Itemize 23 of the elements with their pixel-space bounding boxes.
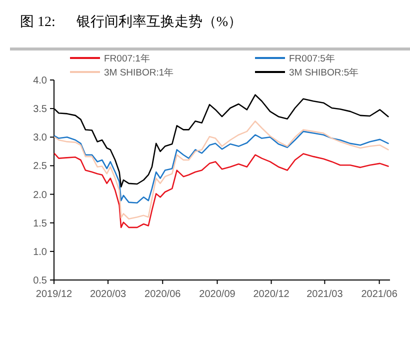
x-tick-label: 2020/09 — [199, 289, 236, 300]
y-tick-label: 4.0 — [33, 76, 48, 86]
y-tick-label: 0.5 — [33, 276, 48, 286]
chart-title: 图 12: 银行间利率互换走势（%） — [20, 14, 242, 30]
line-series — [54, 130, 389, 204]
x-tick-label: 2020/06 — [144, 289, 182, 300]
legend-label: 3M SHIBOR:5年 — [289, 66, 360, 78]
x-tick-label: 2020/03 — [90, 289, 127, 300]
legend-label: FR007:1年 — [104, 52, 150, 64]
y-tick-label: 3.0 — [33, 132, 48, 144]
y-tick-label: 3.5 — [33, 104, 48, 116]
y-tick-label: 1.0 — [33, 246, 48, 258]
x-tick-label: 2019/12 — [36, 289, 73, 300]
x-tick-label: 2020/12 — [253, 289, 290, 300]
y-tick-label: 2.5 — [33, 161, 48, 172]
legend-label: FR007:5年 — [289, 52, 336, 64]
line-series — [54, 120, 389, 220]
legend-label: 3M SHIBOR:1年 — [104, 66, 174, 78]
x-tick-label: 2021/06 — [361, 289, 398, 300]
y-tick-label: 1.5 — [33, 218, 48, 230]
y-tick-label: 2.0 — [33, 190, 48, 201]
line-series — [54, 153, 389, 228]
x-tick-label: 2021/03 — [306, 289, 344, 300]
